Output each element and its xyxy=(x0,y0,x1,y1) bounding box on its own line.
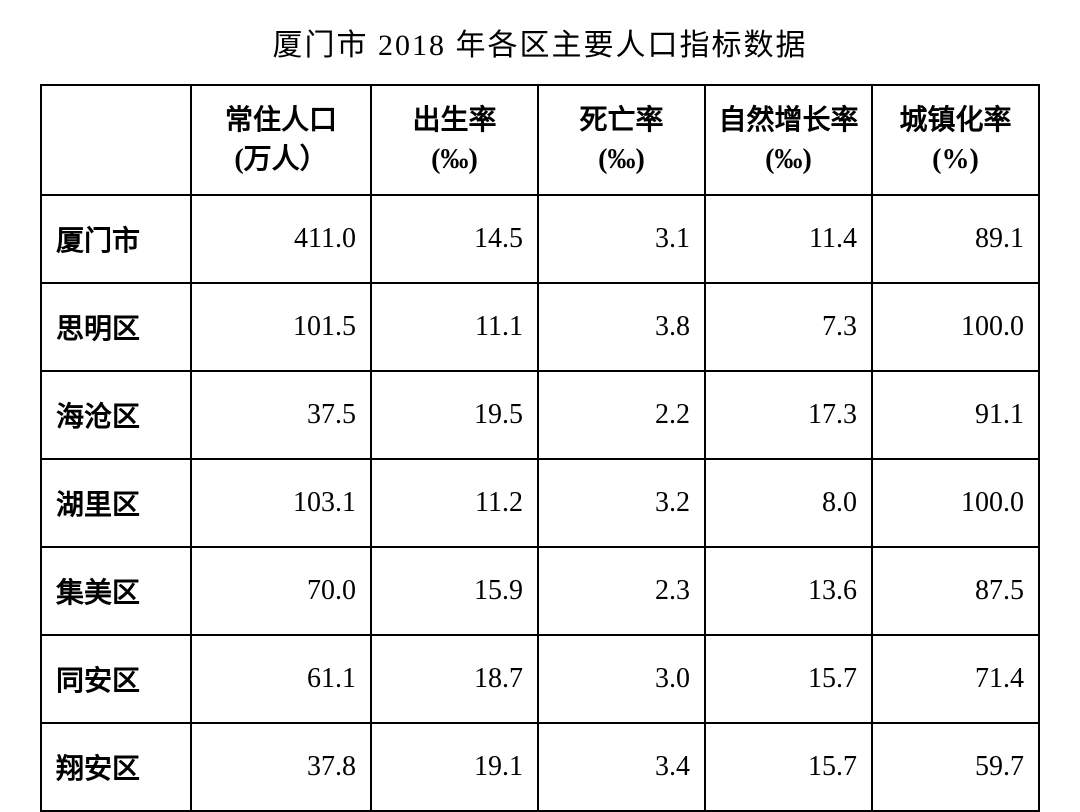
population-table: 常住人口 (万人） 出生率 (‰) 死亡率 (‰) 自然增长率 (‰) 城镇化率… xyxy=(40,84,1040,812)
table-row: 同安区 61.1 18.7 3.0 15.7 71.4 xyxy=(41,635,1039,723)
col-unit: (‰) xyxy=(718,140,859,179)
col-header-population: 常住人口 (万人） xyxy=(191,85,371,195)
col-unit: (‰) xyxy=(384,140,525,179)
cell-deathrate: 3.4 xyxy=(538,723,705,811)
cell-growthrate: 11.4 xyxy=(705,195,872,283)
col-label: 常住人口 xyxy=(225,105,337,136)
col-label: 城镇化率 xyxy=(899,105,1011,136)
cell-growthrate: 7.3 xyxy=(705,283,872,371)
table-row: 翔安区 37.8 19.1 3.4 15.7 59.7 xyxy=(41,723,1039,811)
cell-deathrate: 2.3 xyxy=(538,547,705,635)
cell-birthrate: 14.5 xyxy=(371,195,538,283)
row-name: 同安区 xyxy=(41,635,191,723)
cell-urbanrate: 100.0 xyxy=(872,459,1039,547)
cell-birthrate: 15.9 xyxy=(371,547,538,635)
col-header-growthrate: 自然增长率 (‰) xyxy=(705,85,872,195)
col-header-urbanrate: 城镇化率 (%) xyxy=(872,85,1039,195)
col-unit: (‰) xyxy=(551,140,692,179)
cell-birthrate: 11.2 xyxy=(371,459,538,547)
cell-growthrate: 17.3 xyxy=(705,371,872,459)
row-name: 集美区 xyxy=(41,547,191,635)
cell-birthrate: 18.7 xyxy=(371,635,538,723)
cell-population: 37.5 xyxy=(191,371,371,459)
table-row: 集美区 70.0 15.9 2.3 13.6 87.5 xyxy=(41,547,1039,635)
cell-birthrate: 11.1 xyxy=(371,283,538,371)
col-label: 死亡率 xyxy=(579,105,663,136)
cell-urbanrate: 87.5 xyxy=(872,547,1039,635)
cell-urbanrate: 59.7 xyxy=(872,723,1039,811)
row-name: 海沧区 xyxy=(41,371,191,459)
table-row: 思明区 101.5 11.1 3.8 7.3 100.0 xyxy=(41,283,1039,371)
cell-birthrate: 19.1 xyxy=(371,723,538,811)
col-label: 出生率 xyxy=(412,105,496,136)
table-row: 海沧区 37.5 19.5 2.2 17.3 91.1 xyxy=(41,371,1039,459)
cell-growthrate: 15.7 xyxy=(705,635,872,723)
cell-deathrate: 3.1 xyxy=(538,195,705,283)
cell-population: 411.0 xyxy=(191,195,371,283)
cell-population: 70.0 xyxy=(191,547,371,635)
col-header-birthrate: 出生率 (‰) xyxy=(371,85,538,195)
row-name: 翔安区 xyxy=(41,723,191,811)
row-name: 思明区 xyxy=(41,283,191,371)
row-name: 湖里区 xyxy=(41,459,191,547)
cell-deathrate: 3.0 xyxy=(538,635,705,723)
table-header-row: 常住人口 (万人） 出生率 (‰) 死亡率 (‰) 自然增长率 (‰) 城镇化率… xyxy=(41,85,1039,195)
table-row: 湖里区 103.1 11.2 3.2 8.0 100.0 xyxy=(41,459,1039,547)
cell-deathrate: 2.2 xyxy=(538,371,705,459)
cell-deathrate: 3.2 xyxy=(538,459,705,547)
cell-population: 103.1 xyxy=(191,459,371,547)
cell-urbanrate: 100.0 xyxy=(872,283,1039,371)
cell-population: 61.1 xyxy=(191,635,371,723)
cell-growthrate: 8.0 xyxy=(705,459,872,547)
cell-urbanrate: 89.1 xyxy=(872,195,1039,283)
cell-urbanrate: 71.4 xyxy=(872,635,1039,723)
cell-growthrate: 13.6 xyxy=(705,547,872,635)
cell-population: 37.8 xyxy=(191,723,371,811)
cell-birthrate: 19.5 xyxy=(371,371,538,459)
page-title: 厦门市 2018 年各区主要人口指标数据 xyxy=(40,20,1040,64)
col-label: 自然增长率 xyxy=(718,105,858,136)
cell-urbanrate: 91.1 xyxy=(872,371,1039,459)
col-unit: (%) xyxy=(885,140,1026,179)
cell-deathrate: 3.8 xyxy=(538,283,705,371)
cell-growthrate: 15.7 xyxy=(705,723,872,811)
col-header-empty xyxy=(41,85,191,195)
row-name: 厦门市 xyxy=(41,195,191,283)
col-unit: (万人） xyxy=(204,140,358,179)
cell-population: 101.5 xyxy=(191,283,371,371)
table-row: 厦门市 411.0 14.5 3.1 11.4 89.1 xyxy=(41,195,1039,283)
col-header-deathrate: 死亡率 (‰) xyxy=(538,85,705,195)
table-body: 厦门市 411.0 14.5 3.1 11.4 89.1 思明区 101.5 1… xyxy=(41,195,1039,811)
